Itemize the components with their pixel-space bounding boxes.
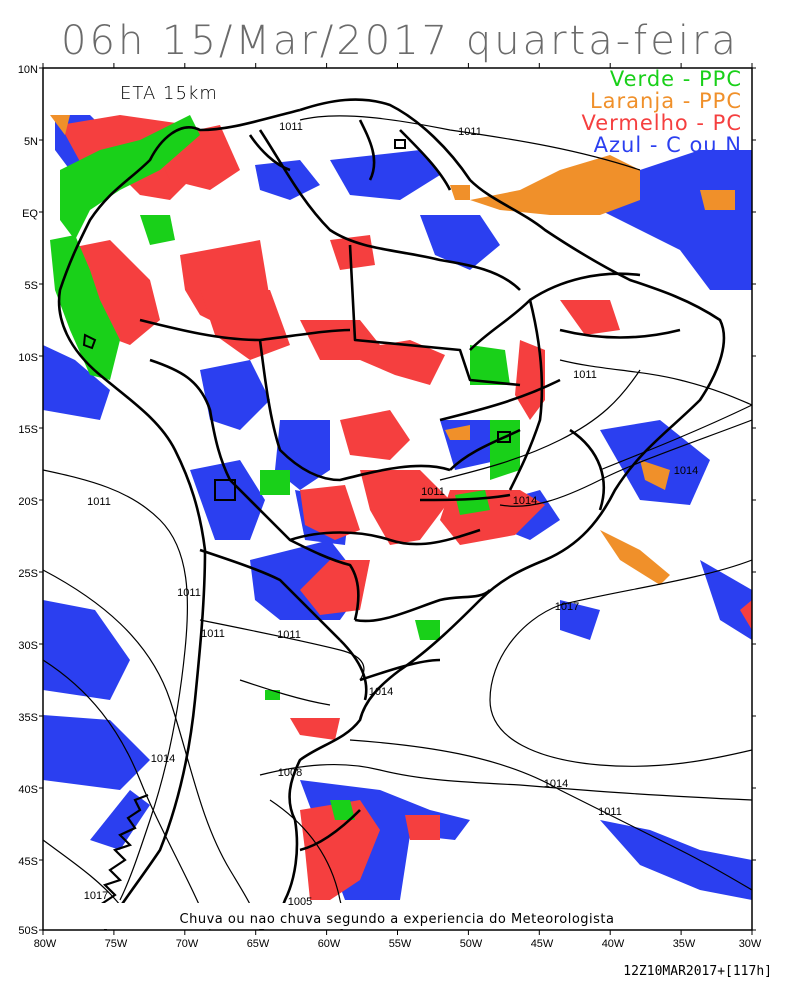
chile-coast [97,793,149,930]
latitude-ticks [39,67,756,931]
latitude-labels: 10N 5N EQ 5S 10S 15S 20S 25S 30S 35S 40S… [18,64,39,937]
lat-label: 50S [18,925,38,937]
lon-label: 70W [176,938,199,950]
lon-label: 80W [34,938,57,950]
lat-label: 10S [18,352,38,364]
lon-label: 50W [460,938,483,950]
longitude-labels: 80W 75W 70W 65W 60W 55W 50W 45W 40W 35W … [34,938,762,950]
isobar-label: 1011 [573,369,597,381]
isobar-label: 1017 [555,601,579,613]
lon-label: 75W [105,938,128,950]
lat-label: 40S [18,784,38,796]
isobar-labels: 1011 1011 1011 1011 1011 1011 1011 1011 … [84,121,698,908]
isobar-label: 1011 [279,121,303,133]
lat-label: 25S [18,568,38,580]
lat-label: 15S [18,424,38,436]
isobar-label: 1014 [544,778,568,790]
lat-label: 30S [18,640,38,652]
legend-item-blue: Azul - C ou N [594,133,742,157]
lon-label: 65W [247,938,270,950]
lon-label: 35W [673,938,696,950]
lon-label: 60W [318,938,341,950]
isobar-label: 1011 [458,126,482,138]
isobar-label: 1014 [513,495,537,507]
orange-regions [50,115,735,585]
lat-label: 5N [24,136,38,148]
legend-item-green: Verde - PPC [610,67,742,91]
isobar-label: 1011 [201,628,225,640]
lat-label: 10N [18,64,38,76]
small-features [82,139,511,501]
isobar-label: 1011 [421,486,445,498]
isobar-label: 1014 [369,686,393,698]
lat-label: 5S [25,280,38,292]
lat-label: 35S [18,712,38,724]
legend-item-red: Vermelho - PC [581,111,742,135]
lat-label: EQ [22,208,38,220]
run-footer: 12Z10MAR2017+[117h] [623,964,772,979]
legend-item-orange: Laranja - PPC [590,89,742,113]
isobar-label: 1011 [87,496,111,508]
lon-label: 45W [531,938,554,950]
caption-strip [44,903,751,929]
isobar-label: 1017 [84,890,108,902]
isobar-label: 1011 [177,587,201,599]
isobar-label: 1014 [151,753,175,765]
isobar-label: 1014 [674,465,698,477]
map-title: 06h 15/Mar/2017 quarta-feira [61,18,739,64]
legend: Verde - PPC Laranja - PPC Vermelho - PC … [581,67,742,157]
lat-label: 20S [18,496,38,508]
longitude-ticks [42,63,753,935]
isobar-label: 1005 [288,896,312,908]
lat-label: 45S [18,856,38,868]
lon-label: 30W [739,938,762,950]
lon-label: 40W [602,938,625,950]
isobar-label: 1011 [598,806,622,818]
model-label: ETA 15km [120,83,218,104]
isobar-label: 1008 [278,767,302,779]
map-caption: Chuva ou nao chuva segundo a experiencia… [180,912,615,927]
isobar-label: 1011 [277,629,301,641]
lon-label: 55W [389,938,412,950]
coastline-borders [57,98,726,930]
